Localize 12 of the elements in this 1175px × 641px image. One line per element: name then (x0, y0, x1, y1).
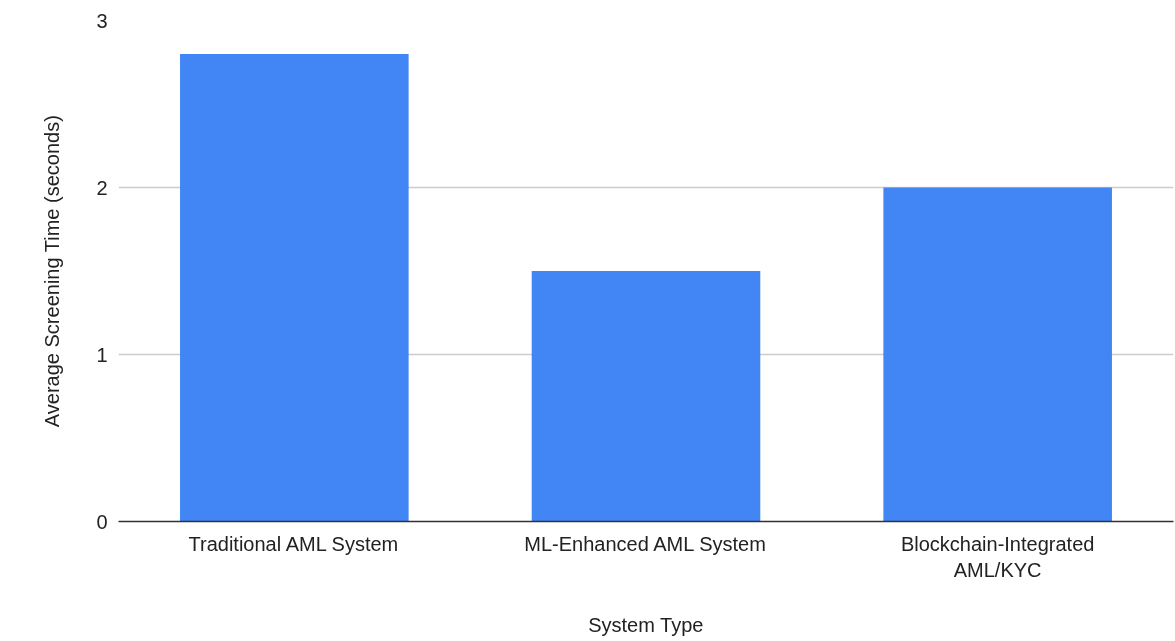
bar (531, 271, 761, 522)
bar (180, 53, 409, 522)
y-axis-title: Average Screening Time (seconds) (41, 115, 64, 428)
y-tick-label: 0 (96, 510, 108, 533)
y-tick-label: 1 (96, 343, 108, 366)
y-tick-label: 3 (96, 9, 108, 32)
x-tick-label: Blockchain-Integrated AML/KYC (900, 532, 1095, 581)
y-tick-label: 2 (96, 176, 108, 199)
bar (883, 187, 1112, 522)
x-tick-label: Traditional AML System (188, 532, 399, 555)
x-axis-title: System Type (588, 613, 704, 636)
x-tick-label: ML-Enhanced AML System (524, 532, 766, 555)
